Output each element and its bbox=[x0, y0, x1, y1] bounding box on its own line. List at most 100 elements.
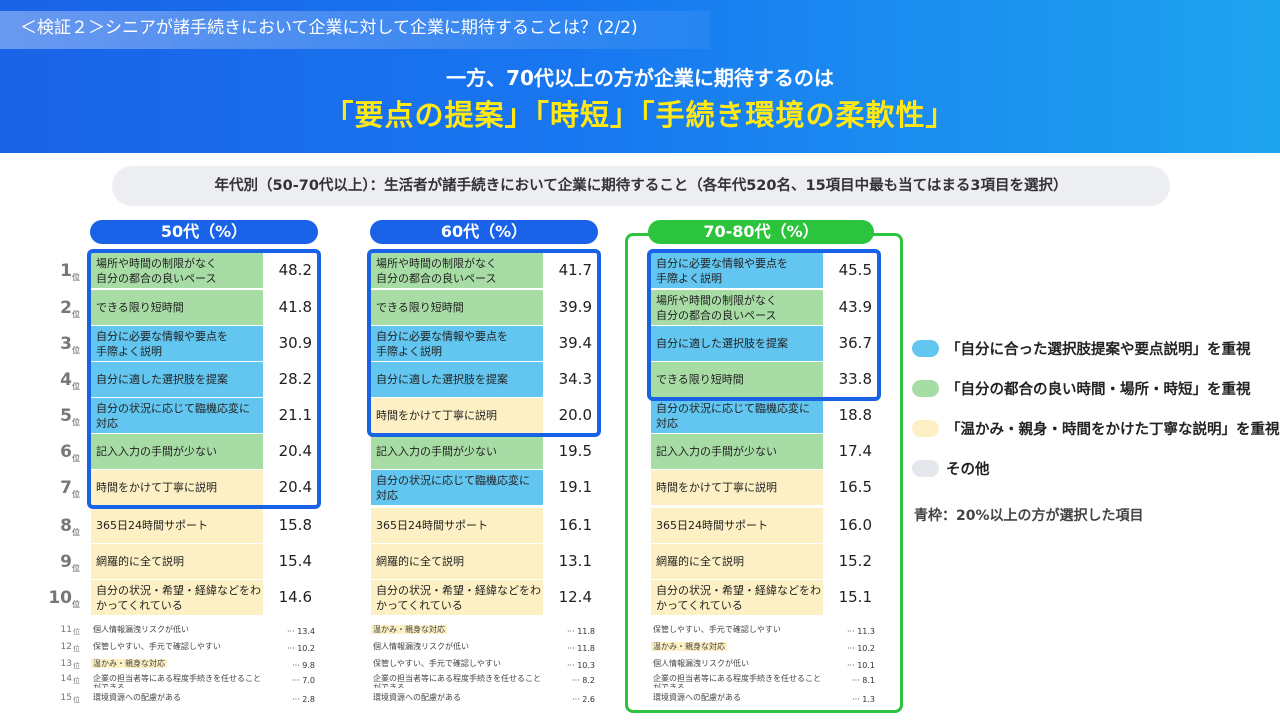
item-label: 時間をかけて丁寧に説明 bbox=[91, 470, 263, 505]
legend-item: 「温かみ・親身・時間をかけた丁寧な説明」を重視 bbox=[912, 416, 1280, 440]
column-header: 60代（%） bbox=[370, 220, 598, 244]
minor-item: 個人情報漏洩リスクが低い ··· 10.1 bbox=[651, 659, 875, 673]
rank-number: 8 bbox=[60, 516, 72, 536]
item-label: 365日24時間サポート bbox=[651, 508, 823, 543]
item-label: 自分に適した選択肢を提案 bbox=[371, 362, 543, 397]
rank-number: 10 bbox=[48, 588, 72, 608]
item-label: 自分に必要な情報や要点を 手際よく説明 bbox=[91, 326, 263, 361]
item-label: 場所や時間の制限がなく 自分の都合の良いペース bbox=[651, 290, 823, 325]
item-value: 19.5 bbox=[543, 434, 597, 469]
minor-item: 環境資源への配慮がある ··· 2.6 bbox=[371, 693, 595, 707]
item-value: 30.9 bbox=[263, 326, 317, 361]
minor-item: 企業の担当者等にある程度手続きを任せることができる ··· 8.1 bbox=[651, 674, 875, 688]
item-value: 28.2 bbox=[263, 362, 317, 397]
minor-item: 温かみ・親身な対応 ··· 10.2 bbox=[651, 642, 875, 656]
rank-number: 13 bbox=[60, 659, 72, 669]
item-value: 19.1 bbox=[543, 470, 597, 505]
minor-item: 温かみ・親身な対応 ··· 9.8 bbox=[91, 659, 315, 673]
item-label: 365日24時間サポート bbox=[91, 508, 263, 543]
minor-item-label: 保管しやすい、手元で確認しやすい bbox=[653, 625, 781, 634]
item-label: 自分に適した選択肢を提案 bbox=[91, 362, 263, 397]
legend-label: 「自分に合った選択肢提案や要点説明」を重視 bbox=[946, 342, 1251, 358]
item-value: 20.0 bbox=[543, 398, 597, 433]
item-value: 15.8 bbox=[263, 508, 317, 543]
minor-item: 保管しやすい、手元で確認しやすい ··· 10.3 bbox=[371, 659, 595, 673]
item-label: 時間をかけて丁寧に説明 bbox=[651, 470, 823, 505]
rank-unit: 位 bbox=[72, 600, 80, 609]
minor-item-value: ··· 8.2 bbox=[572, 676, 595, 685]
item-value: 36.7 bbox=[823, 326, 877, 361]
item-value: 41.7 bbox=[543, 253, 597, 288]
item-value: 16.0 bbox=[823, 508, 877, 543]
item-label: 自分の状況に応じて臨機応変に 対応 bbox=[91, 398, 263, 433]
minor-item: 保管しやすい、手元で確認しやすい ··· 11.3 bbox=[651, 625, 875, 639]
header-banner: ＜検証２＞シニアが諸手続きにおいて企業に対して企業に期待することは？(2/2) … bbox=[0, 0, 1280, 153]
minor-item: 保管しやすい、手元で確認しやすい ··· 10.2 bbox=[91, 642, 315, 656]
minor-item-value: ··· 2.6 bbox=[572, 695, 595, 704]
item-label: 網羅的に全て説明 bbox=[651, 544, 823, 579]
rank-unit: 位 bbox=[72, 418, 80, 427]
item-label: 記入入力の手間が少ない bbox=[91, 434, 263, 469]
minor-item-value: ··· 11.3 bbox=[847, 627, 875, 636]
item-value: 43.9 bbox=[823, 290, 877, 325]
rank-number: 12 bbox=[60, 642, 72, 652]
item-label: 自分に必要な情報や要点を 手際よく説明 bbox=[371, 326, 543, 361]
minor-item-label: 保管しやすい、手元で確認しやすい bbox=[373, 659, 501, 668]
item-value: 16.1 bbox=[543, 508, 597, 543]
rank-number: 5 bbox=[60, 406, 72, 426]
rank-number: 14 bbox=[60, 674, 72, 684]
slide-subheader: ＜検証２＞シニアが諸手続きにおいて企業に対して企業に期待することは？(2/2) bbox=[0, 11, 710, 49]
rank-number: 11 bbox=[60, 625, 72, 635]
legend-swatch bbox=[912, 460, 939, 477]
minor-item-label: 企業の担当者等にある程度手続きを任せることができる bbox=[93, 674, 261, 688]
rank-number: 15 bbox=[60, 693, 72, 703]
item-value: 16.5 bbox=[823, 470, 877, 505]
minor-item-label: 保管しやすい、手元で確認しやすい bbox=[93, 642, 221, 651]
minor-item-value: ··· 11.8 bbox=[567, 644, 595, 653]
item-value: 20.4 bbox=[263, 434, 317, 469]
item-value: 15.2 bbox=[823, 544, 877, 579]
rank-unit: 位 bbox=[72, 273, 80, 282]
item-value: 20.4 bbox=[263, 470, 317, 505]
rank-unit: 位 bbox=[72, 528, 80, 537]
item-value: 12.4 bbox=[543, 580, 597, 615]
legend-note: 青枠：20%以上の方が選択した項目 bbox=[914, 508, 1144, 524]
minor-item-value: ··· 8.1 bbox=[852, 676, 875, 685]
minor-item-label: 個人情報漏洩リスクが低い bbox=[93, 625, 189, 634]
minor-item: 個人情報漏洩リスクが低い ··· 11.8 bbox=[371, 642, 595, 656]
item-label: できる限り短時間 bbox=[651, 362, 823, 397]
minor-item-value: ··· 2.8 bbox=[292, 695, 315, 704]
item-value: 33.8 bbox=[823, 362, 877, 397]
rank-label-small: 14 位 bbox=[42, 674, 88, 688]
minor-item-value: ··· 10.2 bbox=[287, 644, 315, 653]
rank-unit: 位 bbox=[72, 564, 80, 573]
item-label: 網羅的に全て説明 bbox=[91, 544, 263, 579]
item-value: 48.2 bbox=[263, 253, 317, 288]
item-value: 13.1 bbox=[543, 544, 597, 579]
item-label: 時間をかけて丁寧に説明 bbox=[371, 398, 543, 433]
rank-unit: 位 bbox=[73, 628, 80, 636]
minor-item-value: ··· 9.8 bbox=[292, 661, 315, 670]
item-value: 14.6 bbox=[263, 580, 317, 615]
minor-item-label: 環境資源への配慮がある bbox=[373, 693, 461, 702]
item-value: 15.4 bbox=[263, 544, 317, 579]
rank-number: 6 bbox=[60, 442, 72, 462]
minor-item-value: ··· 13.4 bbox=[287, 627, 315, 636]
rank-unit: 位 bbox=[73, 696, 80, 704]
rank-unit: 位 bbox=[72, 310, 80, 319]
rank-number: 7 bbox=[60, 478, 72, 498]
rank-unit: 位 bbox=[72, 454, 80, 463]
item-label: できる限り短時間 bbox=[91, 290, 263, 325]
item-value: 21.1 bbox=[263, 398, 317, 433]
minor-item-value: ··· 7.0 bbox=[292, 676, 315, 685]
minor-item-value: ··· 10.3 bbox=[567, 661, 595, 670]
item-label: 自分の状況・希望・経緯などをわ かってくれている bbox=[371, 580, 543, 615]
minor-item-label: 環境資源への配慮がある bbox=[93, 693, 181, 702]
item-label: 自分の状況・希望・経緯などをわ かってくれている bbox=[91, 580, 263, 615]
survey-title: 年代別（50-70代以上）：生活者が諸手続きにおいて企業に期待すること（各年代5… bbox=[112, 166, 1170, 206]
